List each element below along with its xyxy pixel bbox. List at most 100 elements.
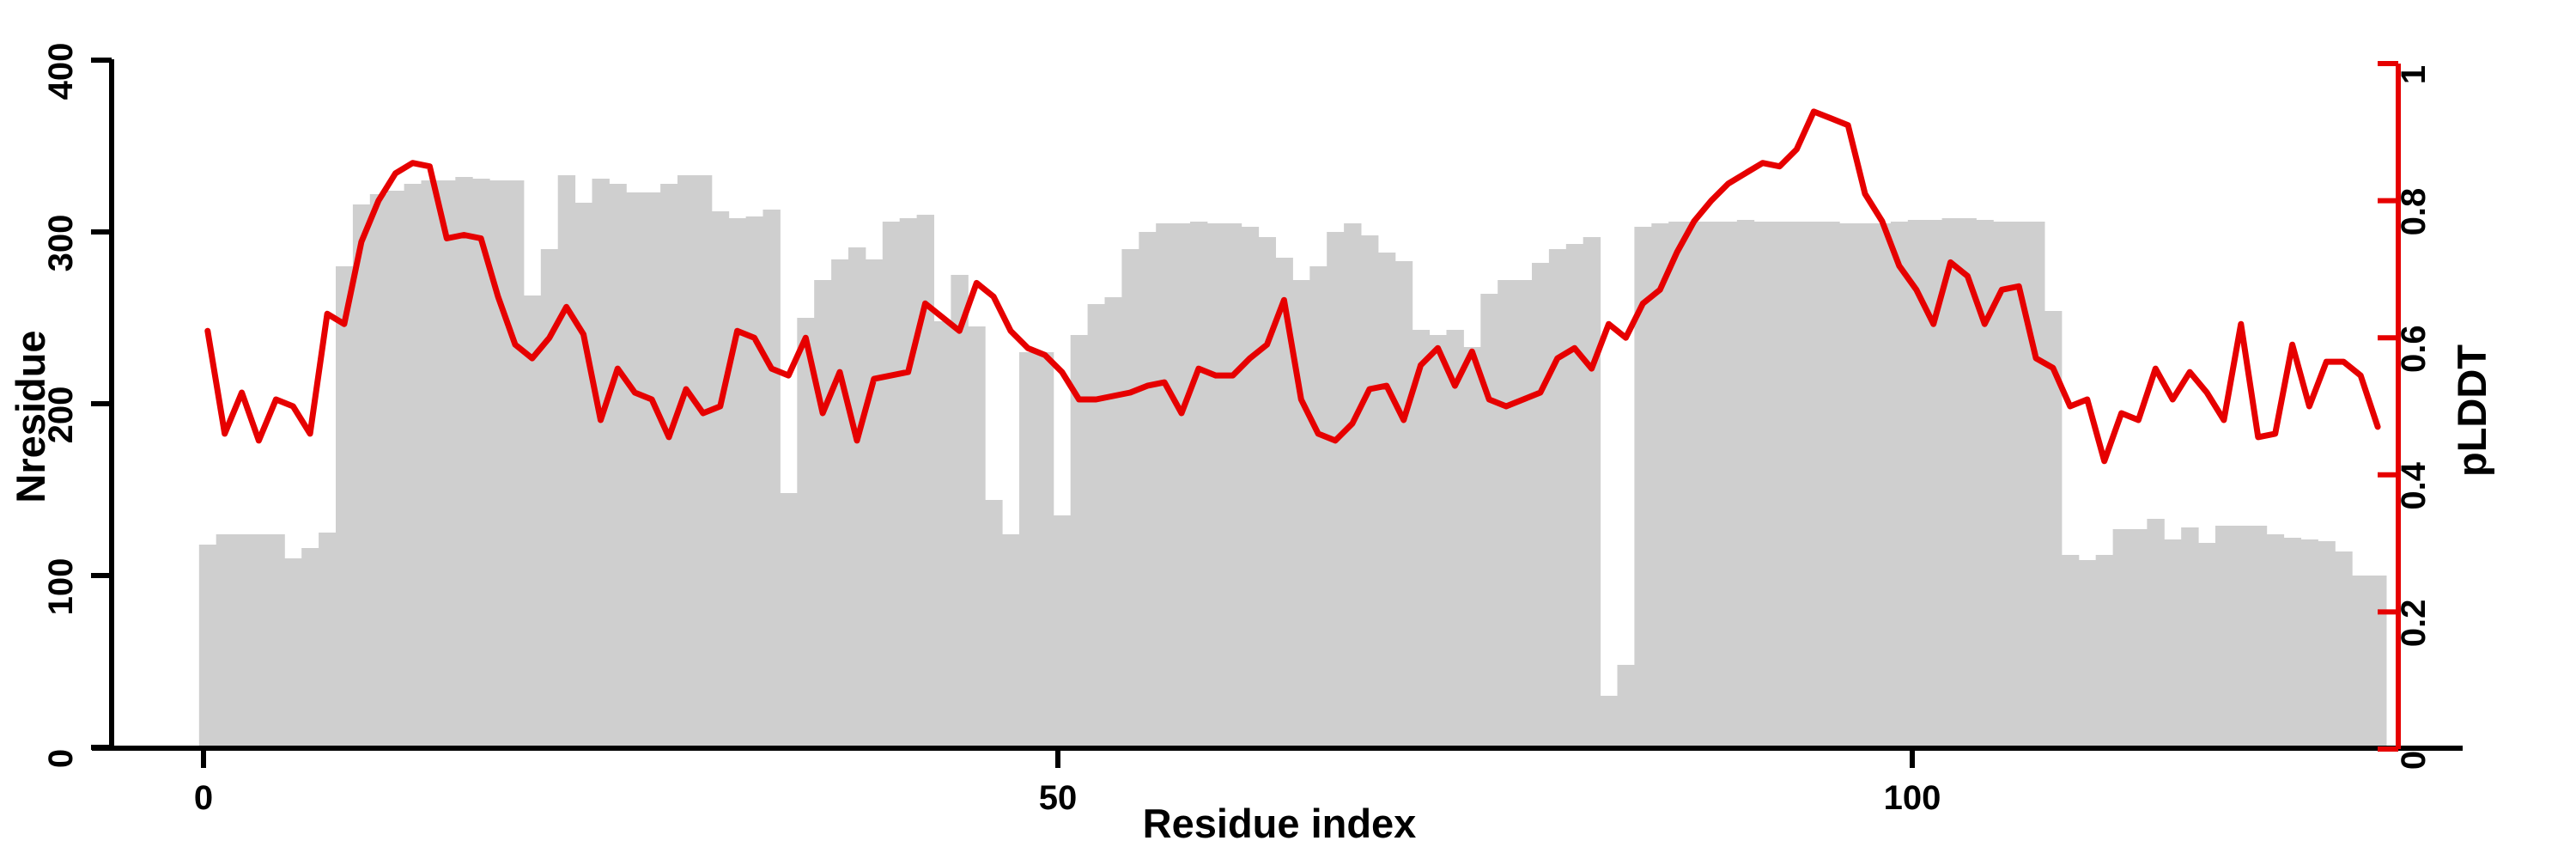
nresidue-bar — [1532, 263, 1550, 748]
nresidue-bar — [1309, 266, 1327, 748]
nresidue-bar — [2129, 529, 2148, 748]
nresidue-bar — [1736, 220, 1755, 748]
nresidue-bar — [660, 184, 678, 748]
nresidue-bar — [1634, 227, 1652, 748]
nresidue-bar — [2352, 576, 2370, 748]
plddt-line-path — [204, 108, 2381, 465]
nresidue-bar — [609, 184, 627, 748]
nresidue-bar — [1753, 222, 1772, 748]
y-left-tick-label: 200 — [42, 387, 80, 444]
nresidue-bar — [762, 210, 781, 748]
nresidue-bar — [933, 321, 951, 748]
nresidue-bar — [1856, 223, 1874, 748]
nresidue-bar — [1036, 352, 1054, 748]
nresidue-bar — [1463, 347, 1481, 748]
nresidue-bar — [1224, 223, 1242, 748]
nresidue-bar — [1361, 235, 1379, 748]
y-left-tick-label: 400 — [42, 43, 80, 101]
nresidue-bar — [2010, 222, 2028, 748]
nresidue-bar — [865, 259, 884, 748]
nresidue-bar — [899, 218, 918, 748]
nresidue-bar — [643, 192, 661, 748]
nresidue-bar — [1070, 335, 1089, 748]
nresidue-bar — [2198, 543, 2216, 748]
nresidue-bar — [1190, 222, 1208, 748]
x-axis-title: Residue index — [1143, 801, 1417, 846]
plddt-line — [204, 108, 2381, 465]
nresidue-bar — [1617, 665, 1635, 748]
nresidue-bar — [1941, 218, 1959, 748]
nresidue-bar — [1206, 223, 1225, 748]
nresidue-bar — [1874, 223, 1892, 748]
y-right-tick-label: 0.2 — [2395, 600, 2433, 648]
nresidue-bar — [2266, 534, 2285, 748]
nresidue-bar — [284, 558, 302, 748]
nresidue-bar — [1173, 223, 1191, 748]
nresidue-bar — [1241, 227, 1260, 748]
nresidue-bar — [711, 211, 730, 748]
nresidue-bar — [574, 203, 592, 748]
nresidue-bar — [2078, 560, 2097, 748]
nresidue-bar — [2181, 527, 2199, 748]
nresidue-bar — [1139, 232, 1157, 748]
y-right-tick-label: 0.4 — [2395, 461, 2433, 509]
nresidue-bar — [198, 545, 217, 748]
nresidue-bar — [2215, 526, 2233, 748]
nresidue-bar — [216, 534, 234, 748]
nresidue-bar — [1292, 280, 1310, 748]
y-right-tick-label: 0.8 — [2395, 188, 2433, 236]
nresidue-bar — [455, 177, 473, 748]
nresidue-bar — [1719, 222, 1738, 748]
nresidue-bar — [677, 175, 696, 748]
y-right-tick-label: 0.6 — [2395, 325, 2433, 373]
y-left-tick-label: 100 — [42, 558, 80, 616]
y-left-tick-label: 0 — [42, 749, 80, 768]
nresidue-bar — [1600, 696, 1618, 748]
nresidue-bar — [233, 534, 251, 748]
nresidue-bar — [780, 493, 798, 748]
nresidue-bar — [1959, 218, 1977, 748]
nresidue-bar — [1412, 330, 1431, 748]
nresidue-bar — [2164, 539, 2182, 748]
nresidue-bar — [848, 247, 866, 748]
nresidue-bar — [336, 266, 354, 748]
nresidue-bar — [1771, 222, 1789, 748]
nresidue-bar — [250, 534, 268, 748]
y-left-tick-label: 300 — [42, 215, 80, 272]
nresidue-bar — [352, 204, 371, 748]
nresidue-bar — [1327, 232, 1345, 748]
nresidue-bar — [1104, 297, 1122, 748]
nresidue-bar — [1890, 222, 1909, 748]
nresidue-bar — [1993, 222, 2011, 748]
nresidue-bar — [2300, 539, 2318, 748]
nresidue-bar — [2283, 538, 2301, 748]
nresidue-bar — [1446, 330, 1464, 748]
nresidue-bar — [1822, 222, 1840, 748]
nresidue-bar — [472, 179, 490, 748]
nresidue-bar — [507, 180, 525, 748]
nresidue-bar — [1583, 237, 1601, 748]
nresidue-bar — [968, 326, 986, 748]
nresidue-bar — [2061, 555, 2080, 748]
nresidue-bar — [2147, 519, 2165, 748]
tick-marks-and-labels: 0 100 200 300 400 0 50 100 0 0.2 0.4 0.6 0.8 1 — [42, 43, 2433, 817]
nresidue-bar — [438, 180, 456, 748]
nresidue-bar — [2335, 551, 2353, 748]
nresidue-bar — [1121, 249, 1139, 748]
x-tick-label: 100 — [1884, 779, 1941, 817]
y-axis-right-title: pLDDT — [2449, 344, 2494, 477]
nresidue-bar — [2044, 311, 2063, 748]
nresidue-bar — [2249, 526, 2268, 748]
nresidue-bar — [1907, 220, 1926, 748]
y-right-tick-label: 0 — [2395, 751, 2433, 770]
nresidue-bar — [1686, 222, 1704, 748]
nresidue-bar — [1344, 223, 1362, 748]
y-right-tick-label: 1 — [2395, 65, 2433, 84]
nresidue-bar — [2318, 541, 2336, 748]
nresidue-bar — [1976, 220, 1994, 748]
nresidue-bar — [1087, 304, 1105, 748]
nresidue-bar — [745, 216, 763, 748]
nresidue-bar — [1548, 249, 1567, 748]
